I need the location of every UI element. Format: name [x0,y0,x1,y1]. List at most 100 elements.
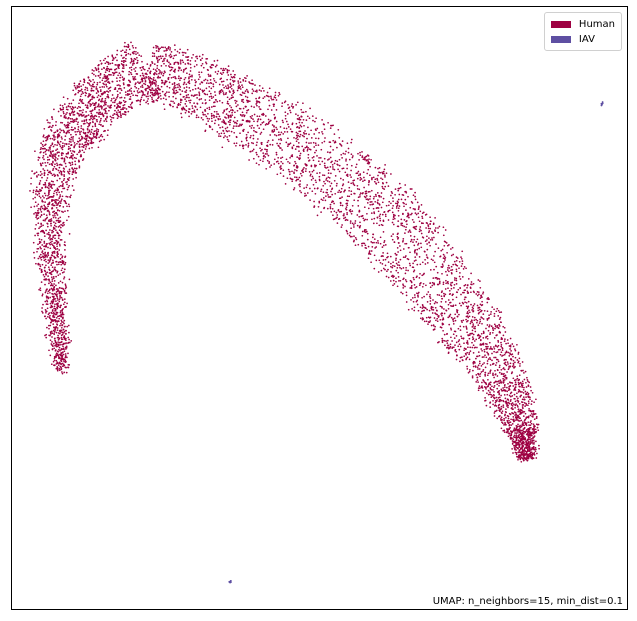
point-human [59,287,61,289]
point-human [96,128,98,130]
point-human [438,294,441,296]
point-human [98,63,100,66]
point-human [478,385,481,387]
point-human [56,327,59,329]
point-human [521,380,524,383]
point-human [104,103,107,106]
point-human [64,135,67,137]
point-human [78,143,81,146]
point-human [118,67,120,70]
point-human [433,261,436,264]
point-human [110,120,113,123]
point-human [56,245,58,248]
point-human [230,76,233,78]
point-human [339,197,342,200]
series-human-points [29,41,540,463]
point-human [168,86,171,89]
point-human [47,171,50,174]
point-human [498,331,501,334]
point-human [93,130,96,133]
point-human [514,383,517,386]
point-human [163,50,166,52]
point-human [236,109,239,112]
point-human [114,109,116,112]
point-human [185,105,188,107]
point-human [248,121,251,123]
point-human [68,138,71,140]
point-human [517,406,519,408]
point-human [349,174,352,176]
point-human [259,123,262,126]
point-human [39,289,42,292]
point-human [151,93,154,96]
point-human [480,332,483,335]
point-human [503,394,506,396]
point-human [120,108,122,111]
point-human [350,227,352,230]
point-human [49,229,51,231]
point-human [514,348,516,350]
point-human [242,92,244,94]
point-human [515,452,518,454]
point-human [366,238,369,241]
point-human [487,296,489,299]
point-human [239,88,242,90]
point-human [66,125,69,128]
point-human [158,72,160,75]
point-human [169,49,171,51]
point-human [85,143,88,146]
point-human [417,242,420,245]
point-human [465,326,468,329]
point-human [318,131,320,134]
point-human [526,430,529,433]
point-human [366,218,368,221]
point-human [189,90,192,92]
point-human [483,350,486,353]
point-human [128,89,131,92]
point-human [37,257,40,260]
point-human [54,307,57,310]
point-human [159,76,162,79]
point-human [310,164,313,167]
point-human [52,315,54,318]
point-human [66,205,68,208]
point-human [55,121,57,123]
point-human [56,270,59,273]
point-human [517,451,520,453]
point-human [130,92,133,95]
scatter-plot [29,41,604,584]
point-human [484,397,486,399]
point-human [515,424,518,427]
point-human [53,227,56,230]
point-human [201,53,204,56]
point-human [366,232,369,235]
point-human [220,132,223,135]
point-human [490,393,493,396]
point-human [53,330,56,333]
point-human [276,173,279,176]
point-human [84,148,87,150]
point-human [373,254,376,257]
point-human [63,276,66,278]
point-human [504,376,507,379]
point-human [429,227,432,230]
point-human [70,107,73,110]
point-human [181,51,184,54]
point-human [357,196,360,199]
point-human [436,293,439,296]
point-human [361,151,363,153]
point-human [55,288,58,290]
point-human [153,82,156,85]
point-human [498,396,501,399]
point-human [36,194,39,196]
point-human [255,162,258,165]
point-human [437,227,439,229]
point-human [62,183,64,185]
point-human [186,48,189,51]
point-human [133,68,135,70]
point-human [265,123,268,125]
point-human [472,365,475,368]
point-human [410,201,413,203]
point-human [106,78,109,81]
point-human [386,270,388,273]
